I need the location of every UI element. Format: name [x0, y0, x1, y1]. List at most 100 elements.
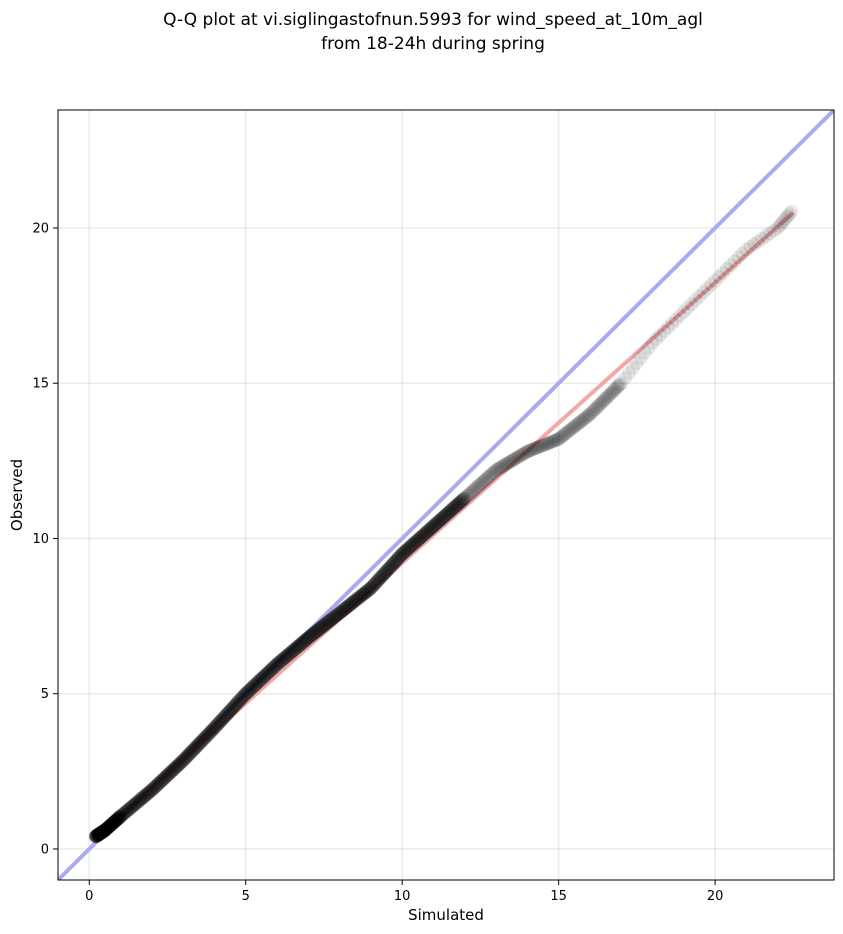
data-point [335, 603, 350, 618]
data-point [226, 700, 241, 715]
data-point [209, 718, 224, 733]
data-point [320, 615, 335, 630]
data-point [196, 732, 211, 747]
data-point [548, 433, 563, 448]
data-point [485, 466, 500, 481]
data-point [218, 708, 233, 723]
data-point [766, 223, 781, 238]
data-point [97, 823, 112, 838]
data-point [364, 580, 379, 595]
data-point [430, 515, 445, 530]
data-point [579, 410, 594, 425]
data-point [417, 527, 432, 542]
data-point [138, 788, 153, 803]
data-point [475, 475, 490, 490]
data-point [782, 207, 797, 222]
data-point [121, 802, 136, 817]
data-point [94, 825, 109, 840]
data-point [425, 519, 440, 534]
data-point [459, 489, 474, 504]
data-point [91, 827, 106, 842]
data-point [288, 642, 303, 657]
data-point [374, 569, 389, 584]
data-point [154, 774, 169, 789]
data-point [362, 582, 377, 597]
data-point [112, 810, 127, 825]
data-point [441, 505, 456, 520]
data-point [337, 602, 352, 617]
data-point [762, 226, 777, 241]
data-point [316, 619, 331, 634]
data-point [480, 470, 495, 485]
data-point [290, 640, 305, 655]
data-point [221, 705, 236, 720]
data-point [392, 550, 407, 565]
data-point [588, 402, 603, 417]
data-point [163, 765, 178, 780]
data-point [403, 540, 418, 555]
data-point [98, 822, 113, 837]
data-point [352, 589, 367, 604]
data-point [156, 771, 171, 786]
data-point [369, 575, 384, 590]
data-point [596, 393, 611, 408]
data-point [96, 824, 111, 839]
data-point [103, 818, 118, 833]
data-point [426, 519, 441, 534]
data-point [137, 789, 152, 804]
data-point [515, 447, 530, 462]
data-point [231, 694, 246, 709]
data-point [508, 451, 523, 466]
data-point [210, 717, 225, 732]
x-tick-label: 20 [707, 889, 724, 904]
data-point [123, 800, 138, 815]
data-point [562, 423, 577, 438]
data-point [614, 376, 629, 391]
data-point [96, 824, 111, 839]
data-point [140, 786, 155, 801]
data-point [595, 395, 610, 410]
data-point [532, 439, 547, 454]
data-point [93, 826, 108, 841]
data-point [490, 462, 505, 477]
data-point [482, 469, 497, 484]
data-point [565, 421, 580, 436]
data-point [217, 709, 232, 724]
data-point [91, 827, 106, 842]
data-point [94, 825, 109, 840]
data-point [300, 631, 315, 646]
data-point [478, 472, 493, 487]
data-point [439, 507, 453, 522]
data-point [94, 825, 109, 840]
data-point [289, 640, 304, 655]
data-point [434, 512, 449, 527]
data-point [700, 281, 715, 296]
data-point [328, 609, 343, 624]
data-point [696, 285, 711, 300]
data-point [282, 646, 297, 661]
data-point [230, 695, 245, 710]
data-point [431, 514, 446, 529]
data-point [101, 819, 116, 834]
data-point [228, 697, 243, 712]
data-point [453, 495, 468, 510]
data-point [377, 565, 392, 580]
data-point [438, 508, 453, 523]
data-point [739, 242, 754, 257]
data-point [109, 813, 124, 828]
data-point [421, 523, 436, 538]
data-point [126, 798, 141, 813]
data-point [497, 457, 512, 472]
data-point [612, 377, 627, 392]
data-point [338, 601, 353, 616]
data-point [353, 589, 368, 604]
data-point [513, 448, 528, 463]
data-point [298, 633, 313, 648]
data-point [327, 609, 342, 624]
data-point [241, 683, 256, 698]
data-point [106, 815, 121, 830]
data-point [265, 661, 280, 676]
data-point [129, 796, 144, 811]
data-point [157, 771, 172, 786]
data-point [242, 683, 257, 698]
